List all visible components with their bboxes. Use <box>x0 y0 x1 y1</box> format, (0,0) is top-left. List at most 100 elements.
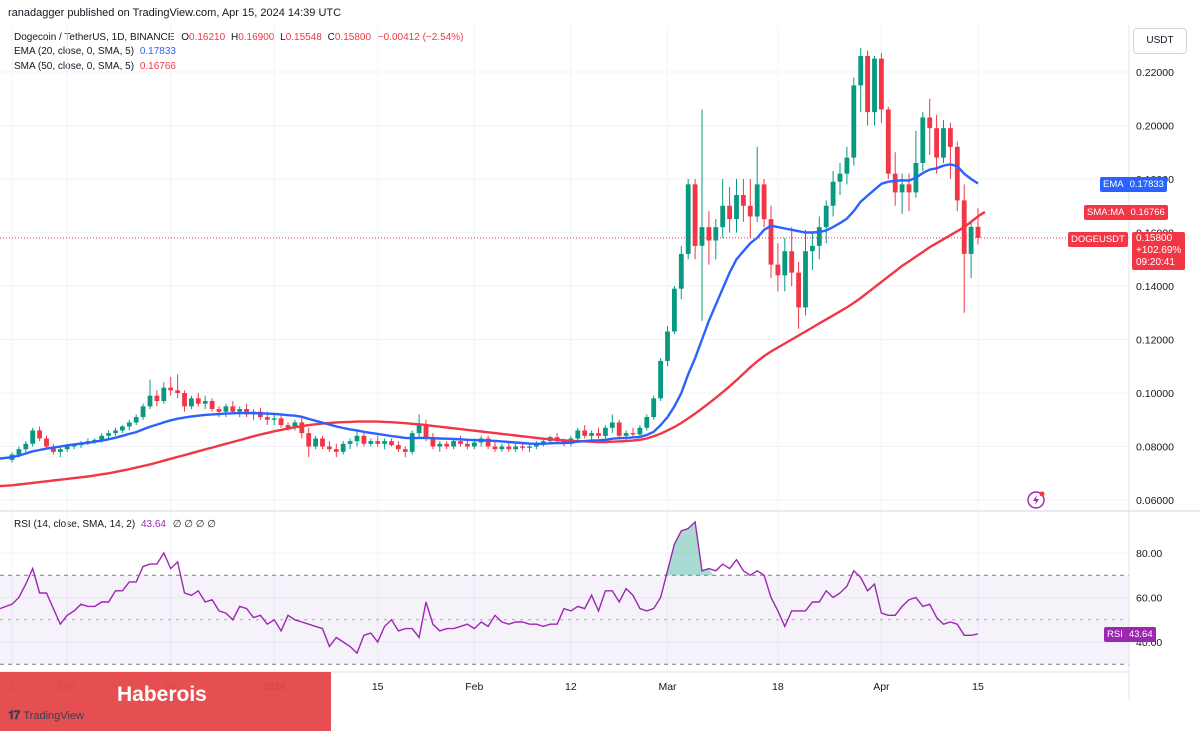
candle <box>713 219 719 260</box>
candle <box>347 438 353 450</box>
candle <box>340 441 346 455</box>
candle-body <box>644 417 650 428</box>
candle <box>320 435 325 450</box>
sma-price-tag: SMA:MA 0.16766 <box>1084 205 1168 220</box>
candle-body <box>44 438 49 447</box>
candle <box>720 179 726 238</box>
candle-body <box>175 390 180 393</box>
candle-body <box>437 443 443 447</box>
candle <box>195 393 201 407</box>
candle-body <box>609 422 615 428</box>
candle-body <box>920 117 926 163</box>
candle <box>271 414 277 426</box>
candle-body <box>499 446 505 450</box>
candle <box>658 358 663 402</box>
candle-body <box>451 441 456 447</box>
candle-body <box>844 157 850 174</box>
symbol-price-tag: DOGEUSDT <box>1068 232 1128 247</box>
candle <box>492 441 498 452</box>
candle <box>644 414 650 431</box>
candle <box>513 443 519 452</box>
candle <box>803 229 808 316</box>
candle <box>789 227 795 286</box>
currency-button[interactable]: USDT <box>1133 28 1187 54</box>
candle-body <box>195 398 201 404</box>
candle-body <box>57 449 63 452</box>
candle-body <box>140 406 146 418</box>
symbol-title: Dogecoin / TetherUS, 1D, BINANCE <box>14 32 175 43</box>
candle <box>216 406 222 418</box>
candle <box>775 243 781 292</box>
candle-body <box>954 146 960 201</box>
candle-body <box>113 430 118 434</box>
candle-body <box>126 422 132 427</box>
candle-body <box>264 417 270 420</box>
candle <box>499 443 505 452</box>
price-axis: 0.220000.200000.180000.160000.140000.120… <box>1136 67 1174 507</box>
candle-body <box>692 184 698 246</box>
price-tick-label: 0.06000 <box>1136 495 1174 507</box>
candle <box>603 425 608 439</box>
candle-body <box>851 85 857 158</box>
candle <box>892 152 898 206</box>
sma-tag-label: SMA:MA <box>1087 207 1125 218</box>
candle-body <box>672 288 677 332</box>
time-tick-label: 12 <box>565 681 577 693</box>
candle <box>865 50 870 126</box>
candle <box>30 427 36 447</box>
time-tick-label: Mar <box>658 681 677 693</box>
candle <box>306 427 312 458</box>
candle <box>154 390 160 407</box>
ema20-line <box>0 163 979 460</box>
candle <box>354 430 360 447</box>
rsi-tick-label: 60.00 <box>1136 593 1162 605</box>
price-tick-label: 0.10000 <box>1136 388 1174 400</box>
candle-body <box>209 401 215 410</box>
candle-body <box>444 443 450 447</box>
candle <box>375 435 381 447</box>
candle-body <box>51 446 56 452</box>
rsi-tag-label: RSI <box>1107 629 1123 640</box>
lightning-icon <box>1027 491 1045 509</box>
candle-body <box>706 227 712 241</box>
candle-body <box>747 205 753 217</box>
candle-body <box>934 128 939 158</box>
ema-tag-value: 0.17833 <box>1129 179 1164 190</box>
price-tick-label: 0.22000 <box>1136 67 1174 79</box>
attribution: ranadagger published on TradingView.com,… <box>8 7 342 19</box>
tradingview-watermark[interactable]: 𝟏𝟕 TradingView <box>8 708 84 723</box>
ema-legend[interactable]: EMA (20, close, 0, SMA, 5) 0.17833 <box>14 46 176 57</box>
candle <box>140 403 146 420</box>
candle <box>278 414 284 428</box>
tradingview-logo-icon: 𝟏𝟕 <box>8 708 20 722</box>
candle <box>527 443 532 452</box>
candle <box>292 419 298 431</box>
candle <box>182 390 187 412</box>
symbol-legend: Dogecoin / TetherUS, 1D, BINANCE O0.1621… <box>14 32 463 43</box>
candle-body <box>37 430 42 439</box>
candle <box>202 395 208 410</box>
candle <box>299 417 305 439</box>
candle-body <box>92 439 98 442</box>
candle <box>389 438 394 447</box>
sma-legend[interactable]: SMA (50, close, 0, SMA, 5) 0.16766 <box>14 61 176 72</box>
price-tick-label: 0.12000 <box>1136 335 1174 347</box>
candle <box>699 109 705 321</box>
rsi-tick-label: 80.00 <box>1136 548 1162 560</box>
rsi-value-tag: RSI 43.64 <box>1104 627 1156 642</box>
candle <box>189 395 194 410</box>
candle <box>844 146 850 185</box>
candle-body <box>285 425 291 428</box>
bar-countdown: 09:20:41 <box>1136 257 1175 268</box>
candle-body <box>320 438 325 447</box>
candle-body <box>458 441 463 444</box>
rsi-line <box>0 520 979 655</box>
candle-body <box>699 227 705 246</box>
candle-body <box>389 441 394 446</box>
candle-body <box>865 55 870 113</box>
rsi-legend[interactable]: RSI (14, close, SMA, 14, 2) 43.64 ∅ ∅ ∅ … <box>14 519 216 530</box>
last-price-value: 0.15800 <box>1136 233 1173 244</box>
candle <box>741 179 746 222</box>
candle <box>327 441 332 452</box>
